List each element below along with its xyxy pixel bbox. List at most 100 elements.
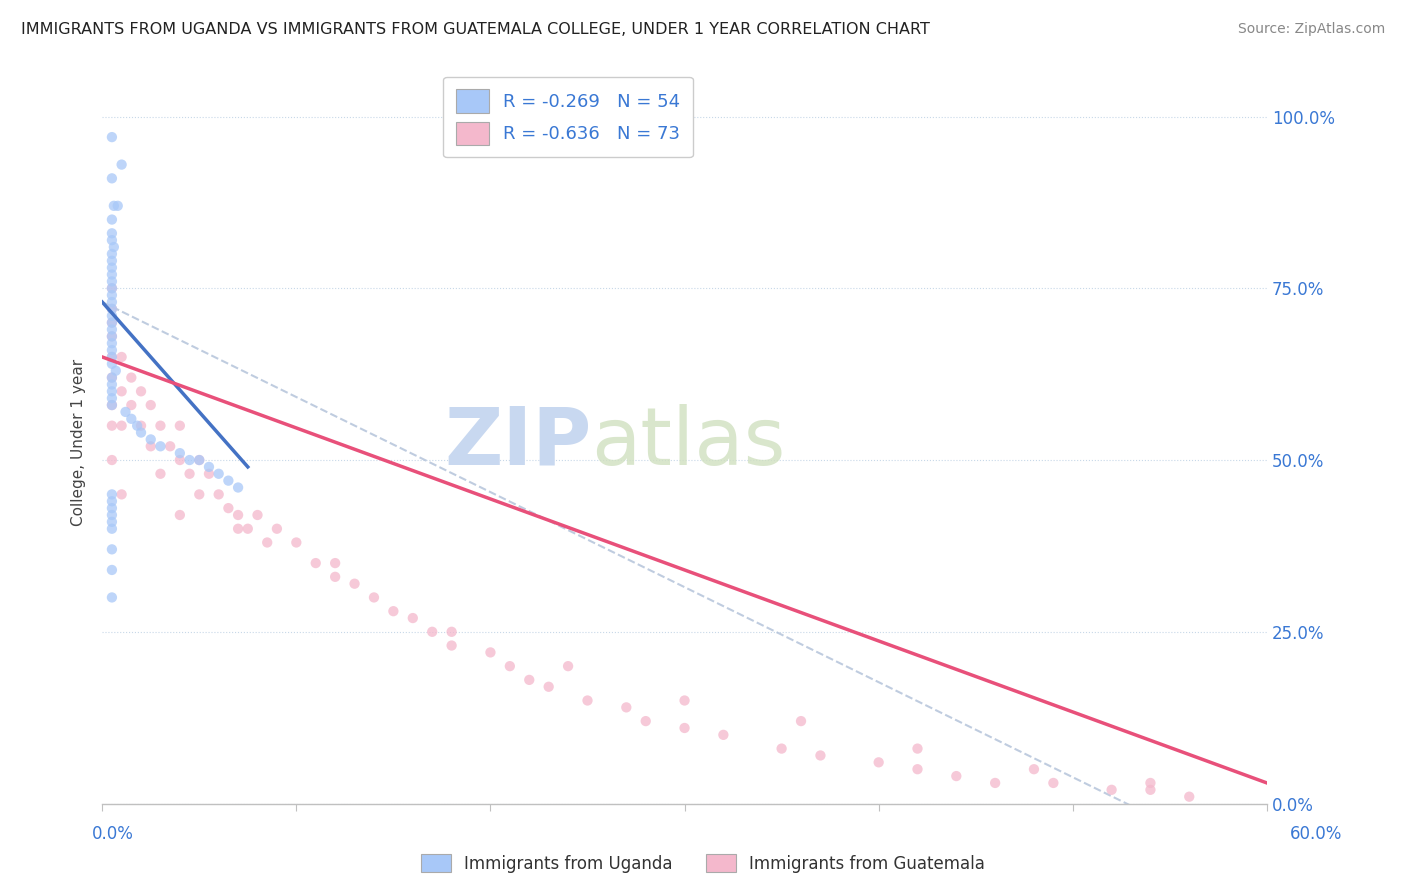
Point (101, 591, 124, 605)
Point (790, 714, 813, 728)
Point (101, 316, 124, 330)
Point (101, 253, 124, 268)
Point (188, 453, 211, 467)
Point (114, 405, 136, 419)
Point (188, 453, 211, 467)
Point (634, 714, 657, 728)
Point (810, 748, 832, 763)
Point (323, 570, 346, 584)
Point (107, 199, 129, 213)
Point (149, 418, 172, 433)
Point (101, 260, 124, 275)
Point (169, 508, 191, 522)
Legend: R = -0.269   N = 54, R = -0.636   N = 73: R = -0.269 N = 54, R = -0.636 N = 73 (443, 77, 693, 158)
Point (111, 418, 134, 433)
Point (499, 659, 522, 673)
Point (323, 556, 346, 570)
Point (101, 391, 124, 405)
Point (120, 370, 142, 384)
Point (557, 659, 579, 673)
Point (537, 680, 560, 694)
Point (1101, 782, 1123, 797)
Point (198, 459, 221, 474)
Text: ZIP: ZIP (444, 404, 592, 482)
Point (101, 370, 124, 384)
Point (101, 453, 124, 467)
Point (217, 474, 239, 488)
Point (1139, 782, 1161, 797)
Text: IMMIGRANTS FROM UGANDA VS IMMIGRANTS FROM GUATEMALA COLLEGE, UNDER 1 YEAR CORREL: IMMIGRANTS FROM UGANDA VS IMMIGRANTS FRO… (21, 22, 929, 37)
Point (479, 645, 502, 659)
Point (104, 364, 127, 378)
Point (101, 281, 124, 295)
Point (101, 171, 124, 186)
Point (1139, 776, 1161, 790)
Point (101, 357, 124, 371)
Point (246, 508, 269, 522)
Point (169, 418, 191, 433)
Point (208, 487, 231, 501)
Point (120, 398, 142, 412)
Point (440, 639, 463, 653)
Point (101, 309, 124, 323)
Point (402, 611, 425, 625)
Point (101, 233, 124, 247)
Point (101, 130, 124, 145)
Point (285, 535, 308, 549)
Point (440, 624, 463, 639)
Point (868, 756, 890, 770)
Point (1022, 762, 1045, 776)
Point (159, 439, 181, 453)
Point (614, 700, 637, 714)
Point (101, 295, 124, 310)
Point (101, 301, 124, 316)
Text: atlas: atlas (592, 404, 786, 482)
Point (101, 398, 124, 412)
Point (101, 501, 124, 516)
Point (169, 446, 191, 460)
Point (907, 762, 929, 776)
Point (111, 350, 134, 364)
Point (226, 508, 249, 522)
Point (382, 604, 405, 618)
Point (127, 418, 149, 433)
Point (305, 556, 328, 570)
Text: 0.0%: 0.0% (91, 825, 134, 843)
Point (101, 336, 124, 351)
Point (256, 535, 278, 549)
Point (103, 199, 125, 213)
Point (129, 425, 152, 440)
Point (101, 288, 124, 302)
Point (226, 481, 249, 495)
Point (111, 487, 134, 501)
Point (139, 439, 162, 453)
Point (101, 301, 124, 316)
Point (101, 384, 124, 399)
Point (576, 693, 599, 707)
Point (101, 522, 124, 536)
Point (111, 158, 134, 172)
Point (517, 673, 540, 687)
Text: 60.0%: 60.0% (1291, 825, 1343, 843)
Point (101, 322, 124, 336)
Point (179, 467, 201, 481)
Point (149, 439, 172, 453)
Point (101, 274, 124, 288)
Point (101, 494, 124, 508)
Point (101, 268, 124, 282)
Point (129, 418, 152, 433)
Point (101, 329, 124, 343)
Point (198, 467, 221, 481)
Point (343, 576, 366, 591)
Point (101, 370, 124, 384)
Point (907, 741, 929, 756)
Legend: Immigrants from Uganda, Immigrants from Guatemala: Immigrants from Uganda, Immigrants from … (415, 847, 991, 880)
Point (179, 453, 201, 467)
Point (101, 350, 124, 364)
Point (217, 501, 239, 516)
Point (149, 467, 172, 481)
Point (101, 227, 124, 241)
Point (711, 728, 734, 742)
Point (363, 591, 385, 605)
Point (101, 316, 124, 330)
